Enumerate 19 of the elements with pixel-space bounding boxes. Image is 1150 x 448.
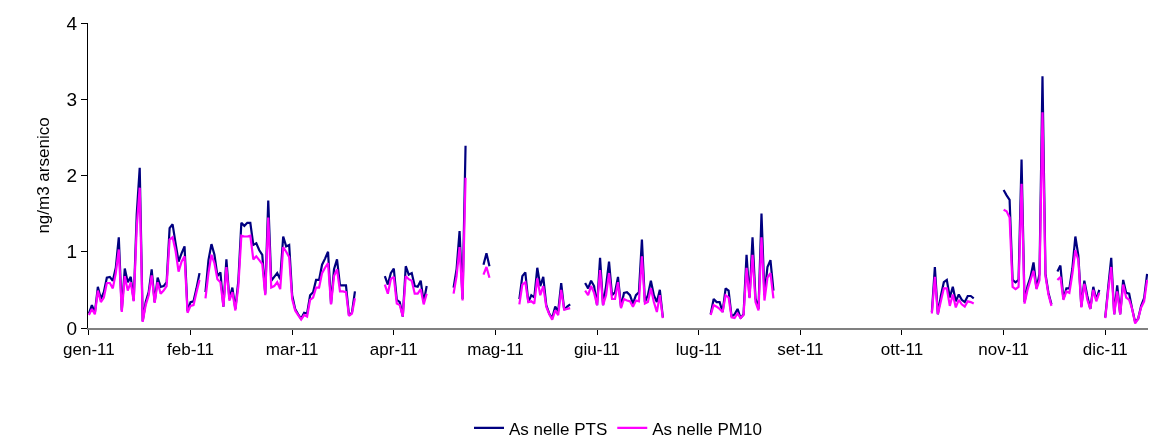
y-tick-label: 4 — [66, 12, 78, 34]
y-tick-label: 0 — [66, 317, 78, 339]
y-tick-label: 1 — [66, 241, 78, 263]
x-tick-label: set-11 — [777, 340, 824, 360]
x-tick-label: mar-11 — [265, 340, 319, 360]
legend-label: As nelle PM10 — [652, 419, 762, 439]
x-tick-label: giu-11 — [574, 340, 621, 360]
x-tick-label: apr-11 — [369, 340, 418, 360]
legend-label: As nelle PTS — [509, 419, 608, 439]
x-tick-label: feb-11 — [167, 340, 215, 360]
x-tick-label: ott-11 — [880, 340, 924, 360]
x-tick-label: dic-11 — [1082, 340, 1128, 360]
x-tick-label: gen-11 — [63, 340, 115, 360]
y-axis-title: ng/m3 arsenico — [34, 117, 54, 234]
y-tick-label: 2 — [66, 165, 78, 187]
y-tick-label: 3 — [66, 88, 78, 110]
x-tick-label: mag-11 — [467, 340, 524, 360]
x-tick-label: nov-11 — [978, 340, 1029, 360]
x-tick-label: lug-11 — [675, 340, 722, 360]
